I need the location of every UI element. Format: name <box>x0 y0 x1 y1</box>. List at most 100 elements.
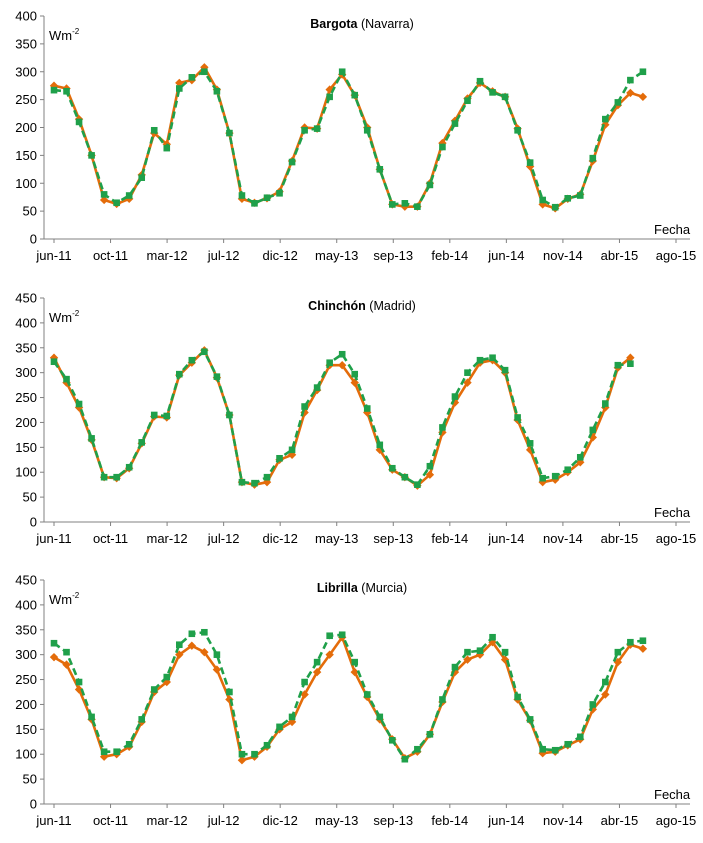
data-point-square <box>627 638 634 646</box>
data-point-diamond <box>49 652 59 662</box>
data-point-square <box>338 631 346 639</box>
data-point-square <box>489 633 496 641</box>
chart-title-site: Chinchón <box>308 299 366 313</box>
y-tick-label: 300 <box>15 64 37 79</box>
data-point-square <box>201 348 208 356</box>
data-point-square <box>489 354 496 362</box>
data-point-square <box>602 678 609 686</box>
data-point-square <box>88 435 95 442</box>
data-point-diamond <box>638 644 648 653</box>
data-point-square <box>614 361 622 369</box>
data-point-square <box>564 195 572 202</box>
data-point-square <box>50 358 58 366</box>
data-point-square <box>288 446 296 454</box>
x-tick-label: oct-11 <box>93 248 128 263</box>
data-point-square <box>338 350 346 358</box>
x-tick-label: jul-12 <box>207 531 240 546</box>
data-point-square <box>238 478 246 486</box>
data-point-square <box>88 152 95 159</box>
y-tick-label: 100 <box>15 176 37 191</box>
data-point-square <box>389 736 396 744</box>
data-point-square <box>276 723 283 731</box>
data-point-square <box>150 126 158 134</box>
data-point-square <box>551 472 559 480</box>
x-tick-label: mar-12 <box>146 531 187 546</box>
data-point-square <box>176 85 183 92</box>
data-point-square <box>589 154 597 162</box>
y-axis-label: Wm-2 <box>49 309 80 325</box>
data-point-diamond <box>601 403 610 412</box>
data-point-square <box>414 481 421 488</box>
x-tick-label: jun-11 <box>35 531 71 546</box>
y-axis-label-exponent: -2 <box>72 591 80 600</box>
x-tick-label: jun-11 <box>35 248 71 263</box>
x-tick-label: jul-12 <box>207 813 240 828</box>
y-tick-label: 350 <box>15 36 37 51</box>
data-point-diamond <box>638 92 648 102</box>
data-point-square <box>351 91 359 99</box>
y-tick-label: 450 <box>15 291 37 306</box>
data-point-square <box>363 405 371 412</box>
series-line-diamond <box>53 66 644 210</box>
x-tick-label: sep-13 <box>373 531 413 546</box>
data-point-diamond <box>588 705 597 714</box>
data-point-diamond <box>62 660 71 669</box>
chart-title-region: (Madrid) <box>366 299 416 313</box>
data-point-diamond <box>475 650 485 659</box>
y-axis-label-unit: Wm <box>49 592 72 607</box>
data-point-square <box>176 641 183 649</box>
data-point-square <box>100 748 108 756</box>
chart-title: Chinchón (Madrid) <box>308 299 416 313</box>
data-point-diamond <box>237 755 247 765</box>
data-point-diamond <box>187 641 197 650</box>
data-point-diamond <box>200 647 209 657</box>
data-point-diamond <box>551 475 560 484</box>
data-point-square <box>351 370 359 378</box>
y-tick-label: 150 <box>15 440 37 455</box>
data-point-square <box>501 648 509 656</box>
data-point-square <box>125 463 133 471</box>
data-point-square <box>514 126 521 134</box>
x-tick-label: ago-15 <box>656 813 696 828</box>
data-point-square <box>88 713 95 721</box>
x-tick-label: dic-12 <box>262 813 297 828</box>
data-point-square <box>301 403 308 410</box>
x-tick-label: dic-12 <box>262 248 297 263</box>
data-point-square <box>125 740 133 748</box>
y-tick-label: 100 <box>15 465 37 480</box>
data-point-square <box>213 373 221 380</box>
x-tick-label: nov-14 <box>543 813 583 828</box>
data-point-square <box>263 741 271 749</box>
data-point-square <box>426 181 434 189</box>
data-point-square <box>514 414 521 421</box>
data-point-square <box>326 359 333 367</box>
x-tick-label: sep-13 <box>373 813 413 828</box>
data-point-diamond <box>99 195 109 205</box>
data-point-square <box>351 658 359 666</box>
data-point-square <box>138 716 146 723</box>
data-point-square <box>63 375 70 383</box>
y-axis-label-exponent: -2 <box>72 27 80 36</box>
chart-bargota: 0 50 100 150 200 250 300 350 400 jun-11 oct-11 mar-… <box>15 9 696 264</box>
data-point-square <box>238 192 246 199</box>
data-point-square <box>100 191 108 198</box>
y-axis-label-unit: Wm <box>49 310 72 325</box>
data-point-square <box>426 462 434 470</box>
data-point-square <box>251 750 258 758</box>
data-point-square <box>526 440 534 447</box>
data-point-square <box>75 400 83 408</box>
data-point-diamond <box>425 470 435 479</box>
y-tick-label: 400 <box>15 315 37 330</box>
x-tick-label: jun-14 <box>487 531 524 546</box>
data-point-square <box>564 740 572 748</box>
data-point-diamond <box>538 477 547 487</box>
data-point-square <box>539 474 546 482</box>
data-point-square <box>301 678 308 686</box>
data-point-square <box>589 701 597 708</box>
x-tick-label: jun-14 <box>487 248 524 263</box>
data-point-square <box>50 639 58 647</box>
data-point-diamond <box>463 655 472 664</box>
data-point-square <box>150 411 158 419</box>
data-point-square <box>251 200 258 207</box>
